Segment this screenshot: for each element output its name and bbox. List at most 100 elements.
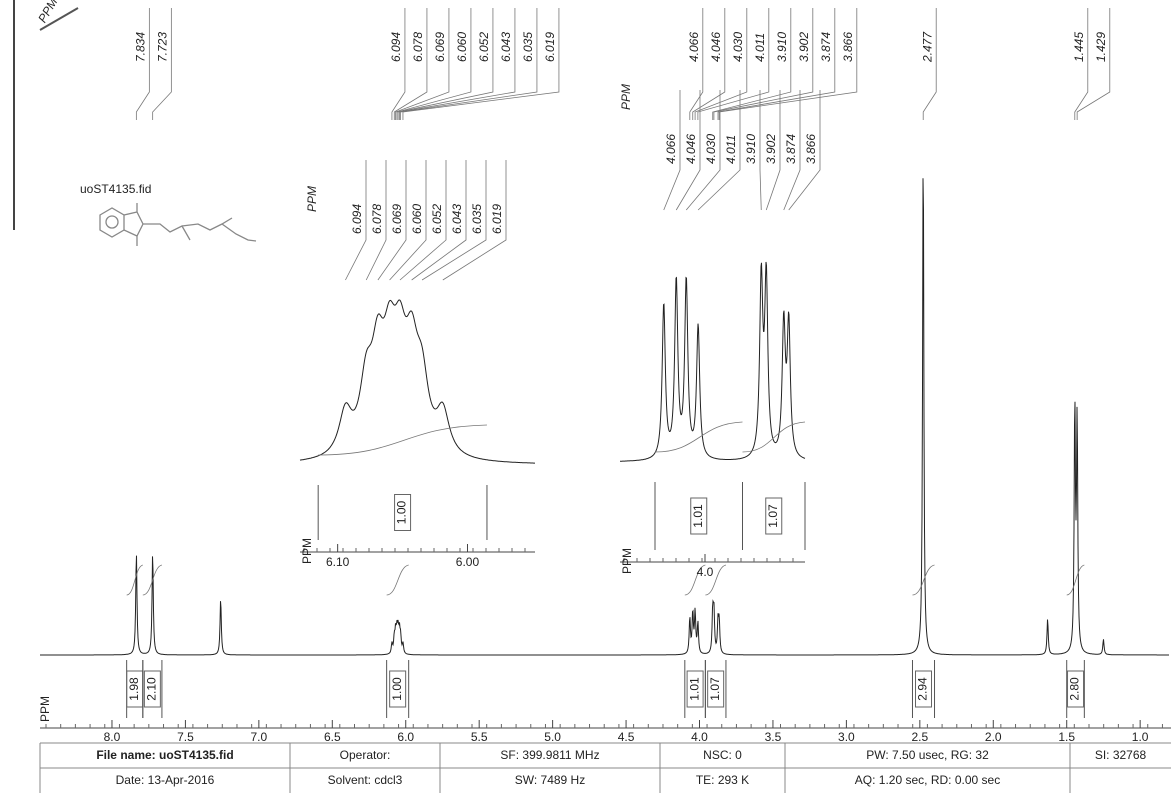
- integral-curve: [742, 421, 806, 453]
- info-cell: SF: 399.9811 MHz: [500, 748, 599, 762]
- inset-peak-label: 6.043: [450, 204, 464, 234]
- integral-bracket: [911, 660, 936, 718]
- peak-leader: [442, 160, 507, 281]
- integral-label: 2.94: [916, 677, 930, 701]
- peak-leader: [697, 8, 770, 120]
- peak-leader: [345, 160, 367, 281]
- peak-leader: [396, 8, 472, 120]
- x-tick-label: 6.10: [326, 555, 350, 569]
- peak-leader: [717, 8, 836, 120]
- peak-label: 3.902: [797, 32, 811, 62]
- info-cell: Operator:: [340, 748, 391, 762]
- inset-peak-label: 6.060: [410, 204, 424, 234]
- integral-label: 1.98: [127, 677, 141, 701]
- x-tick-label: 2.5: [911, 730, 928, 744]
- x-tick-label: 3.5: [765, 730, 782, 744]
- integral-bracket: [742, 482, 806, 550]
- pen-mark: [39, 7, 79, 31]
- integral-bracket: [142, 660, 163, 718]
- peak-leader: [663, 90, 681, 211]
- integral-label: 1.01: [687, 677, 701, 701]
- x-tick-label: 2.0: [985, 730, 1002, 744]
- peak-label: 6.052: [477, 32, 491, 62]
- info-cell: File name: uoST4135.fid: [96, 748, 233, 762]
- inset-axis-unit: PPM: [620, 548, 634, 574]
- x-tick-label: 5.5: [471, 730, 488, 744]
- integral-bracket: [1066, 660, 1085, 718]
- peak-leader: [783, 90, 801, 211]
- x-tick-label: 6.5: [324, 730, 341, 744]
- peak-label: 6.069: [433, 32, 447, 62]
- peak-label: 4.030: [731, 32, 745, 62]
- integral-box: [707, 670, 725, 708]
- peak-leader: [411, 160, 467, 281]
- info-table: [39, 742, 1171, 793]
- peak-leader: [377, 160, 407, 281]
- inset-peak-label: 4.066: [664, 134, 678, 164]
- x-tick-label: 4.0: [697, 565, 714, 579]
- inset-peak-label: 6.035: [470, 204, 484, 234]
- inset-spectrum: [299, 299, 535, 464]
- peak-label: 3.866: [841, 32, 855, 62]
- integral-box: [1067, 670, 1085, 708]
- integral-curve: [684, 564, 706, 596]
- integral-box: [143, 670, 161, 708]
- inset-peak-label: 4.011: [724, 135, 738, 164]
- info-cell: AQ: 1.20 sec, RD: 0.00 sec: [855, 773, 1000, 787]
- peak-leader: [152, 8, 172, 120]
- inset-peak-unit: PPM: [305, 186, 319, 212]
- peak-label: 6.019: [543, 32, 557, 62]
- peak-leader: [389, 160, 427, 281]
- x-tick-label: 8.0: [104, 730, 121, 744]
- peak-leader: [393, 8, 428, 120]
- peak-leader: [692, 8, 726, 120]
- inset-peak-label: 4.046: [684, 134, 698, 164]
- peak-leader: [765, 90, 781, 211]
- inset-peak-label: 3.910: [744, 134, 758, 164]
- x-tick-label: 7.0: [251, 730, 268, 744]
- x-tick-label: 6.0: [397, 730, 414, 744]
- peak-leader: [395, 8, 450, 120]
- inset-peak-label: 6.069: [390, 204, 404, 234]
- peak-label: 4.011: [753, 33, 767, 62]
- peak-leader: [697, 90, 741, 211]
- integral-box: [765, 497, 783, 535]
- peak-label: 4.046: [709, 32, 723, 62]
- x-tick-label: 3.0: [838, 730, 855, 744]
- peak-label: 1.445: [1072, 32, 1086, 62]
- peak-label: 6.094: [389, 32, 403, 62]
- info-cell: Date: 13-Apr-2016: [116, 773, 215, 787]
- peak-leader: [718, 8, 858, 120]
- info-cell: Solvent: cdcl3: [328, 773, 403, 787]
- peak-leader: [400, 8, 538, 120]
- peak-leader: [402, 8, 560, 120]
- peak-label: 7.723: [156, 32, 170, 62]
- peak-leader: [365, 160, 387, 281]
- peak-label: 6.035: [521, 32, 535, 62]
- peak-leader: [713, 8, 814, 120]
- integral-curve: [142, 564, 163, 596]
- inset-peak-label: 6.052: [430, 204, 444, 234]
- peak-leader: [712, 8, 792, 120]
- peak-leader: [135, 8, 150, 120]
- peak-leader: [399, 8, 516, 120]
- file-label: uoST4135.fid: [80, 182, 151, 196]
- integral-label: 2.10: [145, 677, 159, 701]
- inset-peak-unit: PPM: [619, 84, 633, 110]
- integral-bracket: [317, 485, 488, 540]
- integral-bracket: [704, 660, 727, 718]
- peak-label: 6.078: [411, 32, 425, 62]
- integral-curve: [1066, 564, 1085, 596]
- integral-curve: [912, 564, 935, 596]
- integral-label: 2.80: [1068, 677, 1082, 701]
- peak-leader: [1074, 8, 1089, 120]
- integral-label: 1.01: [691, 504, 705, 528]
- peak-label: 1.429: [1094, 32, 1108, 62]
- integral-box: [915, 670, 933, 708]
- inset-peak-label: 3.866: [804, 134, 818, 164]
- integral-curve: [705, 564, 727, 596]
- inset-peak-label: 6.019: [490, 204, 504, 234]
- peak-label: 7.834: [134, 32, 148, 62]
- info-cell: SW: 7489 Hz: [515, 773, 585, 787]
